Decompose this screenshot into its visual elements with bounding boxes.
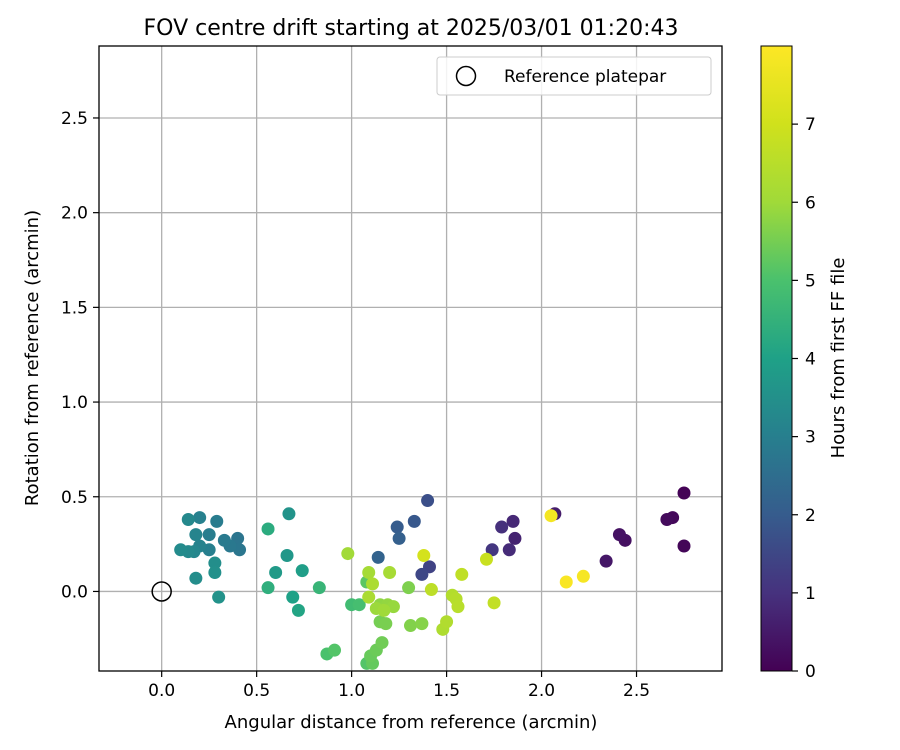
colorbar-tick-label: 1 — [805, 584, 816, 604]
scatter-point — [181, 512, 195, 526]
scatter-point — [455, 567, 469, 581]
y-tick-label: 2.5 — [61, 109, 88, 129]
scatter-point — [377, 603, 391, 617]
x-tick-label: 1.5 — [433, 681, 460, 701]
scatter-point — [189, 571, 203, 585]
scatter-point — [599, 554, 613, 568]
scatter-point — [282, 507, 296, 521]
scatter-point — [312, 581, 326, 595]
y-tick-label: 0.0 — [61, 582, 88, 602]
scatter-point — [208, 556, 222, 570]
x-tick-label: 2.5 — [623, 681, 650, 701]
chart-title: FOV centre drift starting at 2025/03/01 … — [144, 16, 679, 41]
scatter-point — [576, 569, 590, 583]
scatter-point — [295, 564, 309, 578]
scatter-point — [375, 636, 389, 650]
x-tick-label: 0.5 — [243, 681, 270, 701]
scatter-point — [362, 590, 376, 604]
legend-marker-icon — [455, 65, 477, 87]
scatter-point — [451, 600, 465, 614]
colorbar-tick-label: 5 — [805, 271, 816, 291]
scatter-point — [328, 643, 342, 657]
scatter-points — [174, 486, 691, 670]
scatter-point — [193, 511, 207, 525]
scatter-point — [479, 552, 493, 566]
scatter-point — [677, 539, 691, 553]
scatter-point — [407, 514, 421, 528]
grid — [99, 46, 722, 671]
scatter-point — [559, 575, 573, 589]
legend-box — [436, 56, 712, 96]
colorbar: 0 1 2 3 4 5 6 7 Hours from first FF file — [760, 45, 849, 682]
scatter-point — [202, 528, 216, 542]
scatter-point — [189, 528, 203, 542]
colorbar-tick-label: 2 — [805, 506, 816, 526]
scatter-point — [208, 566, 222, 580]
scatter-point — [269, 566, 283, 580]
x-axis-ticks: 0.0 0.5 1.0 1.5 2.0 2.5 — [148, 671, 650, 701]
scatter-point — [371, 550, 385, 564]
scatter-point — [379, 617, 393, 631]
scatter-point — [415, 617, 429, 631]
legend-entry-reference: Reference platepar — [504, 67, 666, 87]
scatter-point — [487, 596, 501, 610]
scatter-point — [677, 486, 691, 500]
y-tick-label: 2.0 — [61, 204, 88, 224]
colorbar-tick-label: 0 — [805, 662, 816, 682]
scatter-point — [495, 520, 509, 534]
x-tick-label: 2.0 — [528, 681, 555, 701]
scatter-point — [402, 581, 416, 595]
scatter-point — [485, 543, 499, 557]
scatter-point — [404, 619, 417, 633]
scatter-point — [212, 590, 226, 604]
scatter-point — [508, 531, 522, 545]
reference-platepar-marker — [151, 581, 172, 602]
scatter-point — [392, 531, 406, 545]
scatter-point — [660, 512, 674, 526]
scatter-point — [383, 566, 397, 580]
scatter-point — [362, 566, 376, 580]
scatter-point — [366, 577, 380, 591]
scatter-point — [280, 548, 294, 562]
colorbar-label: Hours from first FF file — [828, 258, 849, 459]
scatter-point — [352, 598, 366, 612]
x-tick-label: 0.0 — [148, 681, 175, 701]
colorbar-tick-label: 6 — [805, 193, 816, 213]
scatter-point — [261, 581, 275, 595]
scatter-point — [612, 528, 626, 542]
y-axis-ticks: 0.0 0.5 1.0 1.5 2.0 2.5 — [61, 109, 99, 602]
scatter-point — [415, 567, 429, 581]
scatter-point — [261, 522, 275, 536]
plot-frame — [98, 45, 723, 672]
scatter-point — [390, 520, 404, 534]
legend: Reference platepar — [436, 56, 712, 96]
scatter-point — [217, 533, 231, 547]
colorbar-tick-label: 4 — [805, 350, 816, 370]
x-axis-label: Angular distance from reference (arcmin) — [225, 712, 598, 733]
scatter-point — [424, 583, 438, 597]
colorbar-tick-label: 3 — [805, 428, 816, 448]
scatter-point — [210, 514, 224, 528]
scatter-point — [286, 590, 300, 604]
colorbar-ticks: 0 1 2 3 4 5 6 7 — [792, 115, 816, 682]
colorbar-tick-label: 7 — [805, 115, 816, 135]
y-tick-label: 1.5 — [61, 298, 88, 318]
scatter-point — [174, 543, 188, 557]
y-tick-label: 0.5 — [61, 488, 88, 508]
scatter-point — [417, 548, 431, 562]
scatter-point — [291, 603, 305, 617]
scatter-point — [544, 509, 558, 523]
scatter-point — [502, 543, 516, 557]
colorbar-gradient — [760, 45, 793, 672]
scatter-point — [341, 547, 355, 561]
scatter-point — [506, 514, 520, 528]
scatter-point — [440, 615, 454, 629]
reference-layer — [151, 581, 172, 602]
y-axis-label: Rotation from reference (arcmin) — [22, 210, 43, 506]
y-tick-label: 1.0 — [61, 393, 88, 413]
scatter-point — [421, 494, 435, 508]
x-tick-label: 1.0 — [338, 681, 365, 701]
